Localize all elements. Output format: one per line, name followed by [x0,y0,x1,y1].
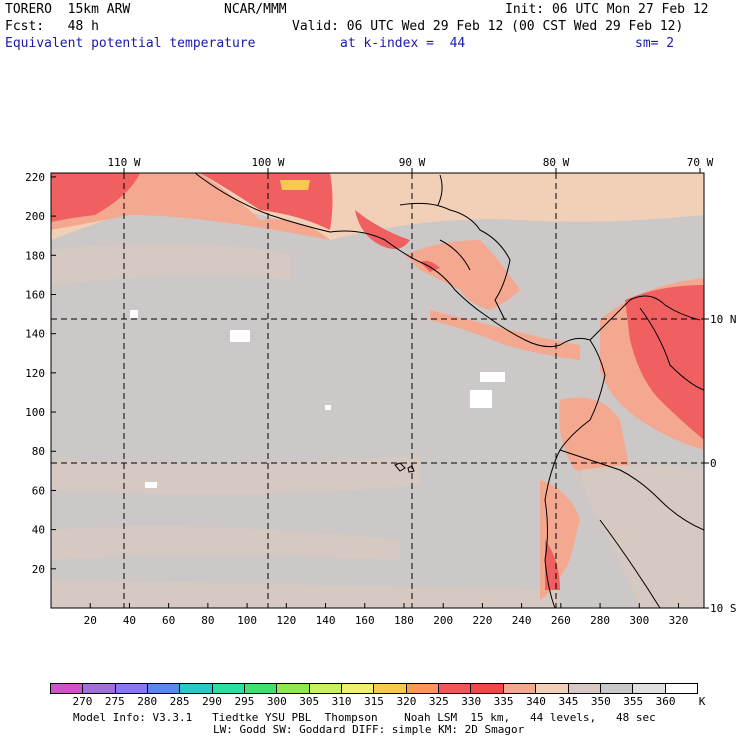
latitude-label: 10 N [710,313,737,326]
x-tick-label: 320 [669,614,689,625]
colorbar [50,683,698,694]
physics-info-line: LW: Godd SW: Goddard DIFF: simple KM: 2D… [213,723,525,736]
y-tick-label: 20 [32,563,45,576]
colorbar-label: 295 [234,695,255,708]
x-tick-label: 200 [433,614,453,625]
longitude-label: 110 W [107,156,140,169]
y-tick-label: 180 [25,249,45,262]
colorbar-label: 345 [558,695,579,708]
y-tick-label: 220 [25,171,45,184]
coastlines [194,173,704,608]
colorbar-label: 270 [72,695,93,708]
colorbar-label: 350 [590,695,611,708]
colorbar-label: 305 [299,695,320,708]
x-tick-label: 180 [394,614,414,625]
latitude-labels: 10 N 0 10 S [704,313,737,615]
y-tick-label: 40 [32,524,45,537]
model-title: TORERO 15km ARW [5,2,131,17]
colorbar-swatch [568,684,601,693]
colorbar-swatch [536,684,569,693]
y-tick-label: 60 [32,484,45,497]
colorbar-label: 355 [623,695,644,708]
latitude-label: 10 S [710,602,737,615]
longitude-label: 70 W [687,156,714,169]
colorbar-label: 330 [461,695,482,708]
colorbar-label: 340 [526,695,546,708]
x-tick-label: 20 [84,614,97,625]
longitude-label: 90 W [399,156,426,169]
colorbar-swatch [51,684,84,693]
colorbar-label: 320 [396,695,417,708]
colorbar-swatch [633,684,666,693]
colorbar-unit: K [698,695,706,708]
y-axis-ticks: 20 40 60 80 100 120 140 160 180 200 220 [25,171,56,576]
y-tick-label: 100 [25,406,45,419]
colorbar-swatch [277,684,310,693]
colorbar-swatch [665,684,697,693]
colorbar-swatch [212,684,246,693]
x-tick-label: 160 [355,614,375,625]
map-field [51,173,704,608]
x-tick-label: 100 [237,614,257,625]
lat-lon-grid [51,173,704,608]
x-tick-label: 260 [551,614,571,625]
latitude-label: 0 [710,457,717,470]
colorbar-swatch [309,684,343,693]
colorbar-swatch [342,684,375,693]
x-tick-label: 140 [316,614,336,625]
y-tick-label: 140 [25,328,45,341]
colorbar-label: 300 [266,695,287,708]
x-tick-label: 60 [162,614,175,625]
colorbar-label: 325 [428,695,449,708]
model-info-line: Model Info: V3.3.1 Tiedtke YSU PBL Thomp… [73,711,656,724]
colorbar-swatch [439,684,472,693]
center-label: NCAR/MMM [224,2,287,17]
colorbar-swatch [471,684,504,693]
x-tick-label: 40 [123,614,136,625]
forecast-hour: Fcst: 48 h [5,19,99,34]
colorbar-label: 315 [364,695,384,708]
map-panel: 20 40 60 80 100 120 140 160 180 200 220 240 260 280 30… [25,156,737,625]
colorbar-swatch [83,684,116,693]
smoothing-value: sm= 2 [635,36,675,51]
x-axis-ticks: 20 40 60 80 100 120 140 160 180 200 220 240 260 280 30… [84,603,689,625]
longitude-labels: 110 W 100 W 90 W 80 W 70 W [107,156,714,173]
colorbar-swatch [180,684,213,693]
colorbar-swatch [600,684,634,693]
colorbar-label: 335 [493,695,514,708]
colorbar-swatch [115,684,149,693]
y-tick-label: 80 [32,445,45,458]
colorbar-label: 280 [137,695,158,708]
x-tick-label: 280 [590,614,610,625]
colorbar-label: 285 [169,695,190,708]
x-tick-label: 120 [276,614,296,625]
colorbar-label: 360 [655,695,676,708]
longitude-label: 80 W [543,156,570,169]
colorbar-label: 275 [104,695,125,708]
colorbar-swatch [503,684,537,693]
longitude-label: 100 W [251,156,284,169]
y-tick-label: 200 [25,210,45,223]
colorbar-swatch [148,684,181,693]
x-tick-label: 220 [472,614,492,625]
level-index: at k-index = 44 [340,36,466,51]
field-name: Equivalent potential temperature [5,36,256,51]
colorbar-label: 290 [202,695,222,708]
x-tick-label: 300 [629,614,649,625]
colorbar-label: 310 [331,695,352,708]
colorbar-swatch [406,684,440,693]
y-tick-label: 160 [25,288,45,301]
y-tick-label: 120 [25,367,45,380]
colorbar-swatch [374,684,407,693]
x-tick-label: 80 [201,614,214,625]
map-frame [50,172,705,609]
x-tick-label: 240 [512,614,532,625]
init-time: Init: 06 UTC Mon 27 Feb 12 [505,2,709,17]
valid-time: Valid: 06 UTC Wed 29 Feb 12 (00 CST Wed … [292,19,684,34]
colorbar-swatch [245,684,278,693]
